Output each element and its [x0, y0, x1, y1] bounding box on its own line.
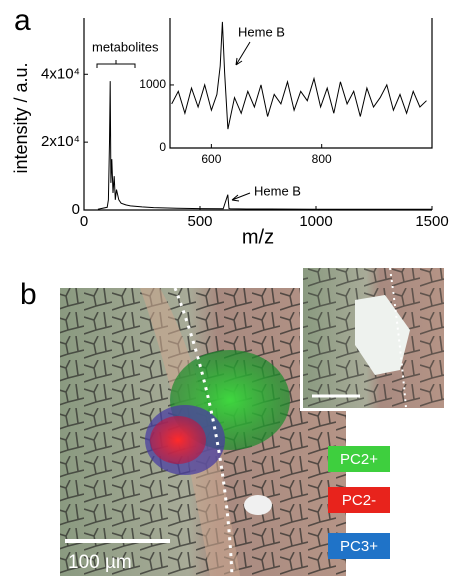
legend-label: PC3+	[340, 538, 378, 555]
spectrum-line	[171, 21, 427, 130]
y-tick-label: 0	[159, 140, 166, 154]
x-tick-label: 1500	[415, 213, 448, 230]
axes-frame	[169, 18, 433, 149]
legend-swatch	[328, 533, 390, 559]
y-axis-label: intensity / a.u.	[11, 62, 31, 173]
y-tick-label: 4x10⁴	[41, 65, 80, 82]
spectrum-line	[97, 81, 433, 210]
annotation: metabolites	[92, 39, 159, 54]
annotation: Heme B	[238, 24, 285, 39]
inset-micrograph	[300, 265, 447, 411]
bracket	[96, 60, 136, 68]
micrograph	[60, 287, 346, 577]
arrow	[231, 192, 251, 202]
x-tick-label: 800	[312, 152, 332, 166]
x-axis-label: m/z	[242, 226, 274, 248]
annotation: Heme B	[254, 183, 301, 198]
x-tick-label: 600	[201, 152, 221, 166]
y-tick-label: 2x10⁴	[41, 133, 80, 150]
x-tick-label: 1000	[299, 213, 332, 230]
x-tick-label: 500	[187, 213, 212, 230]
legend-swatch	[328, 487, 390, 513]
arrow	[235, 41, 251, 66]
x-tick-label: 0	[80, 213, 88, 230]
panel-label: a	[14, 4, 31, 37]
panel-label: b	[20, 278, 37, 311]
scale-bar-label: 100 µm	[68, 552, 132, 573]
y-tick-label: 1000	[139, 77, 166, 91]
y-tick-label: 0	[72, 201, 80, 218]
inset-background	[170, 18, 432, 148]
legend-swatch	[328, 446, 390, 472]
legend-label: PC2+	[340, 451, 378, 468]
legend-label: PC2-	[342, 492, 376, 509]
